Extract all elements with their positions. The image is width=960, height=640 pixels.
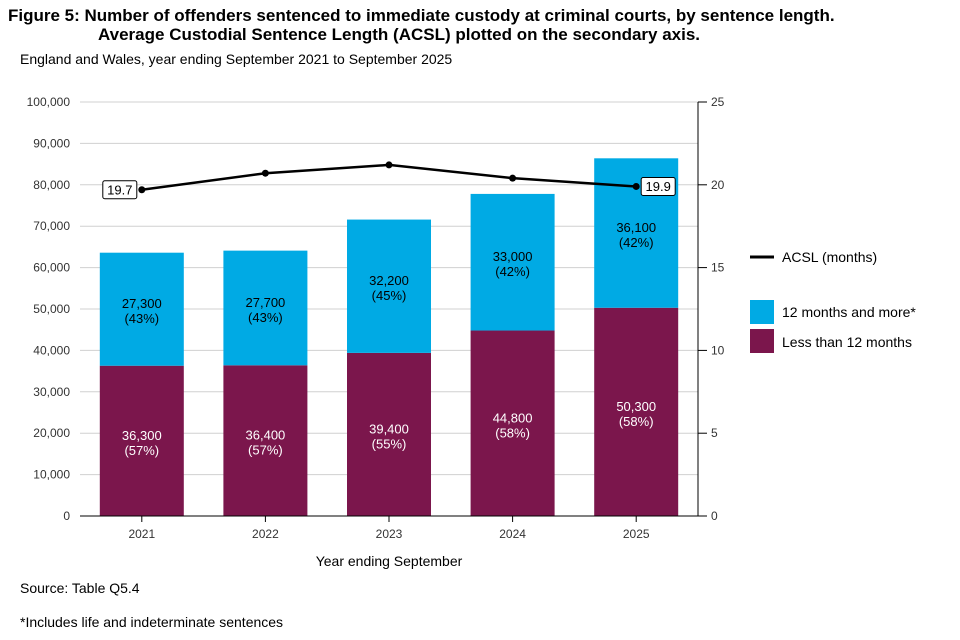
bar-less-than-12-months (347, 352, 431, 516)
acsl-label-box (102, 180, 138, 200)
data-label-pct-less-than-12: (58%) (495, 425, 530, 440)
y-tick-label: 50,000 (33, 302, 70, 316)
chart-subtitle: England and Wales, year ending September… (20, 51, 453, 67)
y-tick-label: 10,000 (33, 468, 70, 482)
data-label-pct-less-than-12: (57%) (124, 443, 159, 458)
source-note: Source: Table Q5.4 (20, 580, 140, 596)
bar-less-than-12-months (223, 365, 308, 516)
bar-less-than-12-months (470, 330, 555, 516)
y-tick-label: 100,000 (27, 95, 71, 109)
bar-12-months-and-more (223, 250, 308, 366)
data-label-pct-less-than-12: (57%) (248, 443, 283, 458)
data-label-12-plus: 36,100 (616, 220, 656, 235)
y-tick-label: 0 (63, 509, 70, 523)
chart-svg: 0 10,000 20,000 30,000 40,000 50,000 60,000 70,… (27, 95, 917, 569)
legend-12-plus-swatch (750, 300, 774, 324)
data-label-pct-less-than-12: (58%) (619, 414, 654, 429)
bar-12-months-and-more (99, 252, 184, 366)
y2-tick-label: 25 (711, 95, 725, 109)
acsl-point (261, 169, 269, 177)
acsl-point-label: 19.7 (107, 182, 132, 197)
data-label-less-than-12: 44,800 (493, 410, 533, 425)
bar-less-than-12-months (99, 365, 184, 516)
data-label-pct-12-plus: (43%) (248, 310, 283, 325)
y2-tick-label: 0 (711, 509, 718, 523)
y2-tick-label: 10 (711, 343, 725, 357)
acsl-line (141, 163, 637, 192)
data-label-less-than-12: 39,400 (369, 421, 409, 436)
acsl-point (138, 186, 146, 194)
acsl-label-box (640, 176, 676, 196)
y-tick-label: 80,000 (33, 178, 70, 192)
x-tick-label: 2021 (128, 527, 155, 541)
bar-12-months-and-more (470, 193, 555, 331)
legend-less-than-12-swatch (750, 329, 774, 353)
data-label-pct-12-plus: (45%) (372, 288, 407, 303)
acsl-point-label: 19.9 (646, 179, 671, 194)
data-label-pct-12-plus: (42%) (619, 235, 654, 250)
y-tick-label: 60,000 (33, 261, 70, 275)
bar-less-than-12-months (594, 307, 679, 516)
y2-tick-label: 5 (711, 426, 718, 440)
data-label-12-plus: 27,300 (122, 296, 162, 311)
data-label-pct-12-plus: (43%) (124, 311, 159, 326)
x-tick-label: 2022 (252, 527, 279, 541)
chart-title: Figure 5: Number of offenders sentenced … (8, 6, 835, 44)
data-label-less-than-12: 50,300 (616, 399, 656, 414)
data-label-less-than-12: 36,300 (122, 428, 162, 443)
x-tick-label: 2025 (623, 527, 650, 541)
y2-tick-label: 20 (711, 178, 725, 192)
acsl-point (509, 174, 517, 182)
acsl-point (385, 161, 393, 169)
data-label-pct-12-plus: (42%) (495, 264, 530, 279)
footnote: *Includes life and indeterminate sentenc… (20, 614, 284, 630)
y-tick-label: 90,000 (33, 136, 70, 150)
y-tick-label: 70,000 (33, 219, 70, 233)
x-axis-title: Year ending September (316, 553, 463, 569)
y2-tick-label: 15 (711, 261, 725, 275)
bar-12-months-and-more (347, 219, 431, 353)
x-tick-label: 2024 (499, 527, 526, 541)
y-tick-label: 40,000 (33, 343, 70, 357)
data-label-12-plus: 27,700 (246, 295, 286, 310)
acsl-point (632, 182, 640, 190)
legend-less-than-12-label: Less than 12 months (782, 334, 912, 350)
legend-acsl-label: ACSL (months) (782, 249, 877, 265)
data-label-12-plus: 33,000 (493, 249, 533, 264)
title-line-1: Figure 5: Number of offenders sentenced … (8, 6, 835, 25)
legend-12-plus-label: 12 months and more* (782, 304, 916, 320)
data-label-pct-less-than-12: (55%) (372, 436, 407, 451)
data-label-less-than-12: 36,400 (246, 428, 286, 443)
y-tick-label: 30,000 (33, 385, 70, 399)
y-tick-label: 20,000 (33, 426, 70, 440)
x-tick-label: 2023 (376, 527, 403, 541)
data-label-12-plus: 32,200 (369, 273, 409, 288)
title-line-2: Average Custodial Sentence Length (ACSL)… (98, 25, 701, 44)
